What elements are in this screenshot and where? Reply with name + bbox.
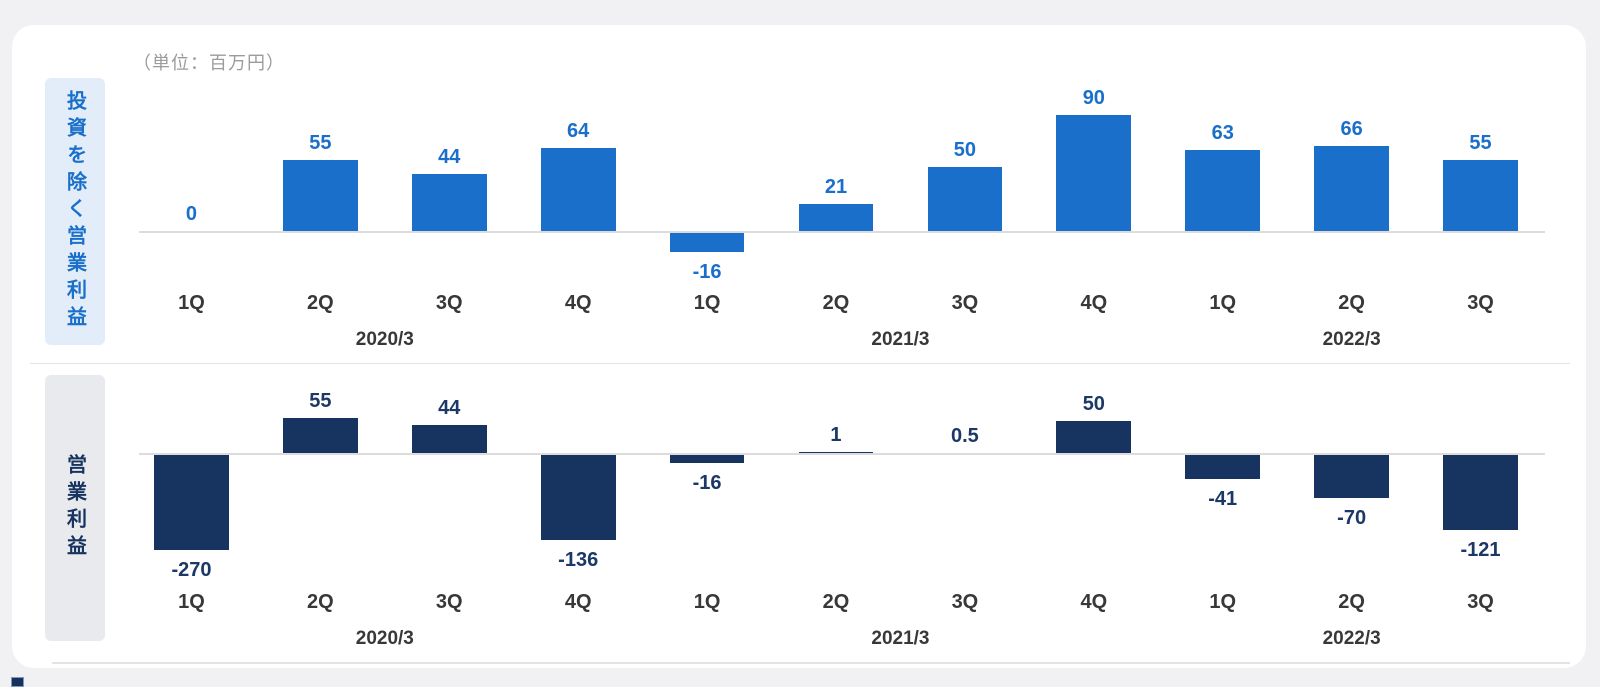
bar-value-label: 44 bbox=[438, 396, 461, 419]
bar-2Q bbox=[1314, 145, 1390, 231]
x-tick-label: 1Q bbox=[1209, 292, 1237, 314]
bar-value-label: 50 bbox=[1082, 393, 1105, 415]
bar-2Q bbox=[282, 417, 358, 453]
x-tick-label: 3Q bbox=[435, 292, 463, 314]
bar-value-label: -136 bbox=[558, 549, 599, 572]
bar-4Q bbox=[540, 148, 616, 231]
x-tick-label: 4Q bbox=[564, 591, 592, 613]
year-label: 2021/3 bbox=[871, 329, 930, 350]
year-label: 2020/3 bbox=[355, 628, 414, 649]
bar-value-label: 55 bbox=[1469, 132, 1492, 155]
year-label: 2020/3 bbox=[355, 329, 414, 350]
bar-2Q bbox=[282, 160, 358, 231]
bar-4Q bbox=[1056, 421, 1132, 453]
bar-value-label: -16 bbox=[692, 472, 722, 495]
bar-value-label: -70 bbox=[1337, 506, 1367, 529]
x-tick-label: 1Q bbox=[693, 292, 721, 314]
bar-value-label: 55 bbox=[309, 389, 332, 412]
x-tick-label: 2Q bbox=[307, 591, 334, 613]
bar-value-label: 66 bbox=[1340, 117, 1363, 140]
x-tick-label: 3Q bbox=[951, 591, 979, 613]
x-tick-label: 3Q bbox=[951, 292, 979, 314]
bar-value-label: 50 bbox=[953, 138, 977, 161]
x-tick-label: 2Q bbox=[822, 292, 850, 314]
bar-1Q bbox=[1185, 453, 1261, 480]
year-label: 2021/3 bbox=[871, 628, 930, 649]
bar-value-label: 0.5 bbox=[951, 424, 979, 447]
bar-value-label: -16 bbox=[692, 260, 722, 283]
x-tick-label: 1Q bbox=[178, 591, 205, 613]
bar-3Q bbox=[411, 174, 487, 231]
bar-value-label: -41 bbox=[1208, 488, 1238, 511]
x-tick-label: 4Q bbox=[1080, 591, 1108, 613]
x-tick-label: 2Q bbox=[307, 292, 334, 314]
x-tick-label: 1Q bbox=[1209, 591, 1237, 613]
bar-value-label: 64 bbox=[567, 120, 590, 143]
x-tick-label: 3Q bbox=[435, 591, 463, 613]
bar-3Q bbox=[927, 166, 1003, 231]
bar-value-label: 44 bbox=[438, 146, 461, 169]
bar-value-label: 90 bbox=[1082, 86, 1105, 109]
chart1-axis-title: 投資を除く営業利益 bbox=[45, 78, 105, 345]
bar-value-label: 1 bbox=[830, 424, 842, 447]
x-tick-label: 3Q bbox=[1467, 591, 1494, 613]
axis-baseline bbox=[139, 453, 1545, 455]
cropped-text-fragment bbox=[11, 677, 24, 687]
x-tick-label: 2Q bbox=[1338, 292, 1365, 314]
bar-4Q bbox=[540, 453, 616, 541]
bar-value-label: 0 bbox=[185, 203, 198, 225]
bar-value-label: 21 bbox=[824, 175, 848, 198]
year-label: 2022/3 bbox=[1322, 628, 1381, 649]
x-tick-label: 4Q bbox=[564, 292, 592, 314]
axis-baseline bbox=[139, 231, 1545, 233]
bottom-rule bbox=[52, 662, 1570, 664]
x-tick-label: 1Q bbox=[693, 591, 721, 613]
chart2-plot-area: -270 1Q 55 2Q 44 3Q -136 4Q -16 1Q 1 2Q 0.5 3Q 50 4Q -41… bbox=[127, 383, 1545, 668]
bar-1Q bbox=[154, 453, 229, 550]
bar-1Q bbox=[1185, 149, 1261, 231]
bar-value-label: -270 bbox=[171, 559, 212, 581]
bar-4Q bbox=[1056, 114, 1132, 231]
bar-value-label: 55 bbox=[309, 132, 332, 155]
x-tick-label: 2Q bbox=[1338, 591, 1365, 613]
bar-value-label: -121 bbox=[1460, 539, 1501, 562]
bar-1Q bbox=[669, 453, 745, 464]
bar-3Q bbox=[411, 424, 487, 453]
bar-2Q bbox=[798, 452, 874, 453]
x-tick-label: 2Q bbox=[822, 591, 850, 613]
bar-3Q bbox=[1443, 160, 1518, 231]
bar-2Q bbox=[798, 203, 874, 231]
bar-2Q bbox=[1314, 453, 1390, 498]
chart2-axis-title: 営業利益 bbox=[45, 375, 105, 641]
bar-value-label: 63 bbox=[1211, 121, 1234, 144]
x-tick-label: 4Q bbox=[1080, 292, 1108, 314]
x-tick-label: 1Q bbox=[178, 292, 205, 314]
charts-divider bbox=[30, 363, 1570, 364]
unit-label: （単位：百万円） bbox=[133, 53, 285, 73]
x-tick-label: 3Q bbox=[1467, 292, 1494, 314]
bar-3Q bbox=[1443, 453, 1518, 531]
bar-1Q bbox=[669, 231, 745, 252]
year-label: 2022/3 bbox=[1322, 329, 1381, 350]
chart-card: （単位：百万円） 投資を除く営業利益 0 1Q 55 2Q 44 3Q 64 4Q -16 1Q 2… bbox=[12, 25, 1586, 668]
chart1-plot-area: 0 1Q 55 2Q 44 3Q 64 4Q -16 1Q 21 2Q 50 3Q 90 4Q 63 1Q 66 2Q… bbox=[127, 86, 1545, 373]
